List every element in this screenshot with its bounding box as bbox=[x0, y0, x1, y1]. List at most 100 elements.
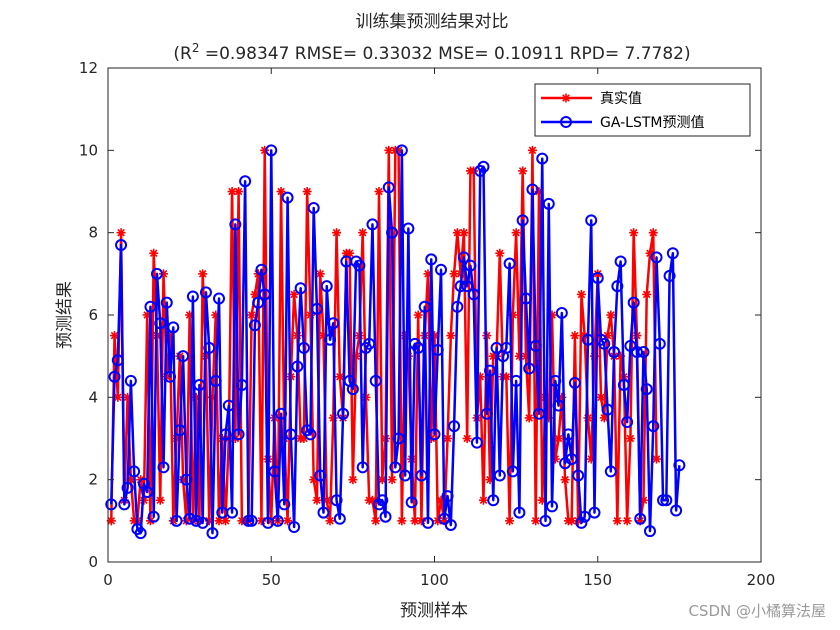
predicted-point bbox=[405, 496, 418, 509]
predicted-point bbox=[327, 317, 340, 330]
actual-point bbox=[495, 248, 505, 258]
y-tick-label: 12 bbox=[79, 59, 98, 77]
actual-point bbox=[348, 475, 358, 485]
predicted-point bbox=[451, 300, 464, 313]
predicted-point bbox=[653, 337, 666, 350]
y-tick-label: 4 bbox=[88, 388, 98, 406]
predicted-point bbox=[614, 255, 627, 268]
legend-circle-marker bbox=[560, 116, 572, 128]
predicted-point bbox=[314, 469, 327, 482]
actual-point bbox=[358, 228, 368, 238]
predicted-point bbox=[565, 453, 578, 466]
actual-point bbox=[198, 269, 208, 279]
predicted-point bbox=[477, 160, 490, 173]
predicted-point bbox=[526, 183, 539, 196]
predicted-point bbox=[480, 407, 493, 420]
predicted-point bbox=[484, 364, 497, 377]
predicted-point bbox=[617, 378, 630, 391]
legend-label-actual: 真实值 bbox=[600, 91, 642, 107]
predicted-point bbox=[356, 461, 369, 474]
predicted-point bbox=[529, 339, 542, 352]
predicted-point bbox=[265, 144, 278, 157]
actual-point bbox=[531, 516, 541, 526]
predicted-point bbox=[196, 516, 209, 529]
predicted-point bbox=[147, 510, 160, 523]
actual-point bbox=[328, 413, 338, 423]
actual-point bbox=[570, 331, 580, 341]
predicted-point bbox=[366, 218, 379, 231]
legend-box bbox=[534, 83, 751, 137]
predicted-point bbox=[519, 292, 532, 305]
predicted-point bbox=[304, 428, 317, 441]
predicted-point bbox=[199, 286, 212, 299]
predicted-point bbox=[415, 469, 428, 482]
predicted-point bbox=[591, 271, 604, 284]
actual-point bbox=[116, 228, 126, 238]
predicted-point bbox=[627, 296, 640, 309]
predicted-line bbox=[110, 149, 681, 535]
predicted-point bbox=[229, 218, 242, 231]
actual-point bbox=[462, 434, 472, 443]
actual-point bbox=[302, 187, 312, 196]
predicted-point bbox=[647, 420, 660, 433]
predicted-point bbox=[180, 473, 193, 486]
predicted-point bbox=[226, 506, 239, 519]
predicted-point bbox=[536, 152, 549, 165]
legend-asterisk-marker bbox=[561, 93, 571, 103]
predicted-point bbox=[581, 333, 594, 346]
predicted-point bbox=[167, 321, 180, 334]
predicted-point bbox=[333, 512, 346, 525]
predicted-point bbox=[324, 333, 337, 346]
predicted-point bbox=[186, 290, 199, 303]
y-tick-label: 10 bbox=[79, 141, 98, 159]
chart-title-group: 训练集预测结果对比 (R2 =0.98347 RMSE= 0.33032 MSE… bbox=[173, 12, 690, 64]
actual-point bbox=[612, 516, 622, 526]
predicted-point bbox=[510, 374, 523, 387]
predicted-point bbox=[121, 481, 134, 494]
predicted-point bbox=[637, 346, 650, 359]
predicted-point bbox=[268, 465, 281, 478]
predicted-point bbox=[141, 486, 154, 499]
actual-point bbox=[511, 228, 521, 238]
predicted-point bbox=[235, 378, 248, 391]
actual-point bbox=[576, 289, 586, 299]
chart-subtitle: (R2 =0.98347 RMSE= 0.33032 MSE= 0.10911 … bbox=[173, 41, 690, 64]
actual-point bbox=[527, 145, 537, 155]
x-axis-label: 预测样本 bbox=[400, 601, 468, 621]
predicted-point bbox=[363, 337, 376, 350]
actual-point bbox=[652, 454, 662, 464]
predicted-point bbox=[470, 436, 483, 449]
subtitle-superscript: 2 bbox=[192, 41, 200, 55]
predicted-point bbox=[506, 465, 519, 478]
actual-point bbox=[332, 228, 342, 238]
actual-point bbox=[596, 392, 606, 402]
actual-point bbox=[433, 516, 443, 526]
x-tick-label: 100 bbox=[420, 571, 449, 589]
actual-point bbox=[403, 351, 413, 361]
actual-point bbox=[446, 331, 456, 341]
predicted-point bbox=[555, 306, 568, 319]
predicted-point bbox=[598, 337, 611, 350]
predicted-point bbox=[425, 253, 438, 266]
actual-point bbox=[505, 516, 515, 526]
predicted-point bbox=[611, 280, 624, 293]
x-tick-label: 150 bbox=[583, 571, 612, 589]
predicted-point bbox=[160, 296, 173, 309]
y-tick-label: 2 bbox=[88, 471, 98, 489]
predicted-point bbox=[252, 296, 265, 309]
predicted-point bbox=[539, 514, 552, 527]
predicted-point bbox=[441, 490, 454, 503]
series-layer bbox=[105, 144, 686, 540]
predicted-point bbox=[255, 263, 268, 276]
predicted-point bbox=[376, 494, 389, 507]
predicted-point bbox=[624, 339, 637, 352]
actual-point bbox=[110, 331, 120, 341]
actual-point bbox=[374, 187, 384, 196]
predicted-point bbox=[317, 506, 330, 519]
actual-point bbox=[478, 495, 488, 505]
predicted-point bbox=[454, 280, 467, 293]
predicted-point bbox=[245, 514, 258, 527]
legend-label-predicted: GA-LSTM预测值 bbox=[600, 115, 705, 131]
actual-point bbox=[629, 228, 639, 238]
predicted-point bbox=[232, 428, 245, 441]
